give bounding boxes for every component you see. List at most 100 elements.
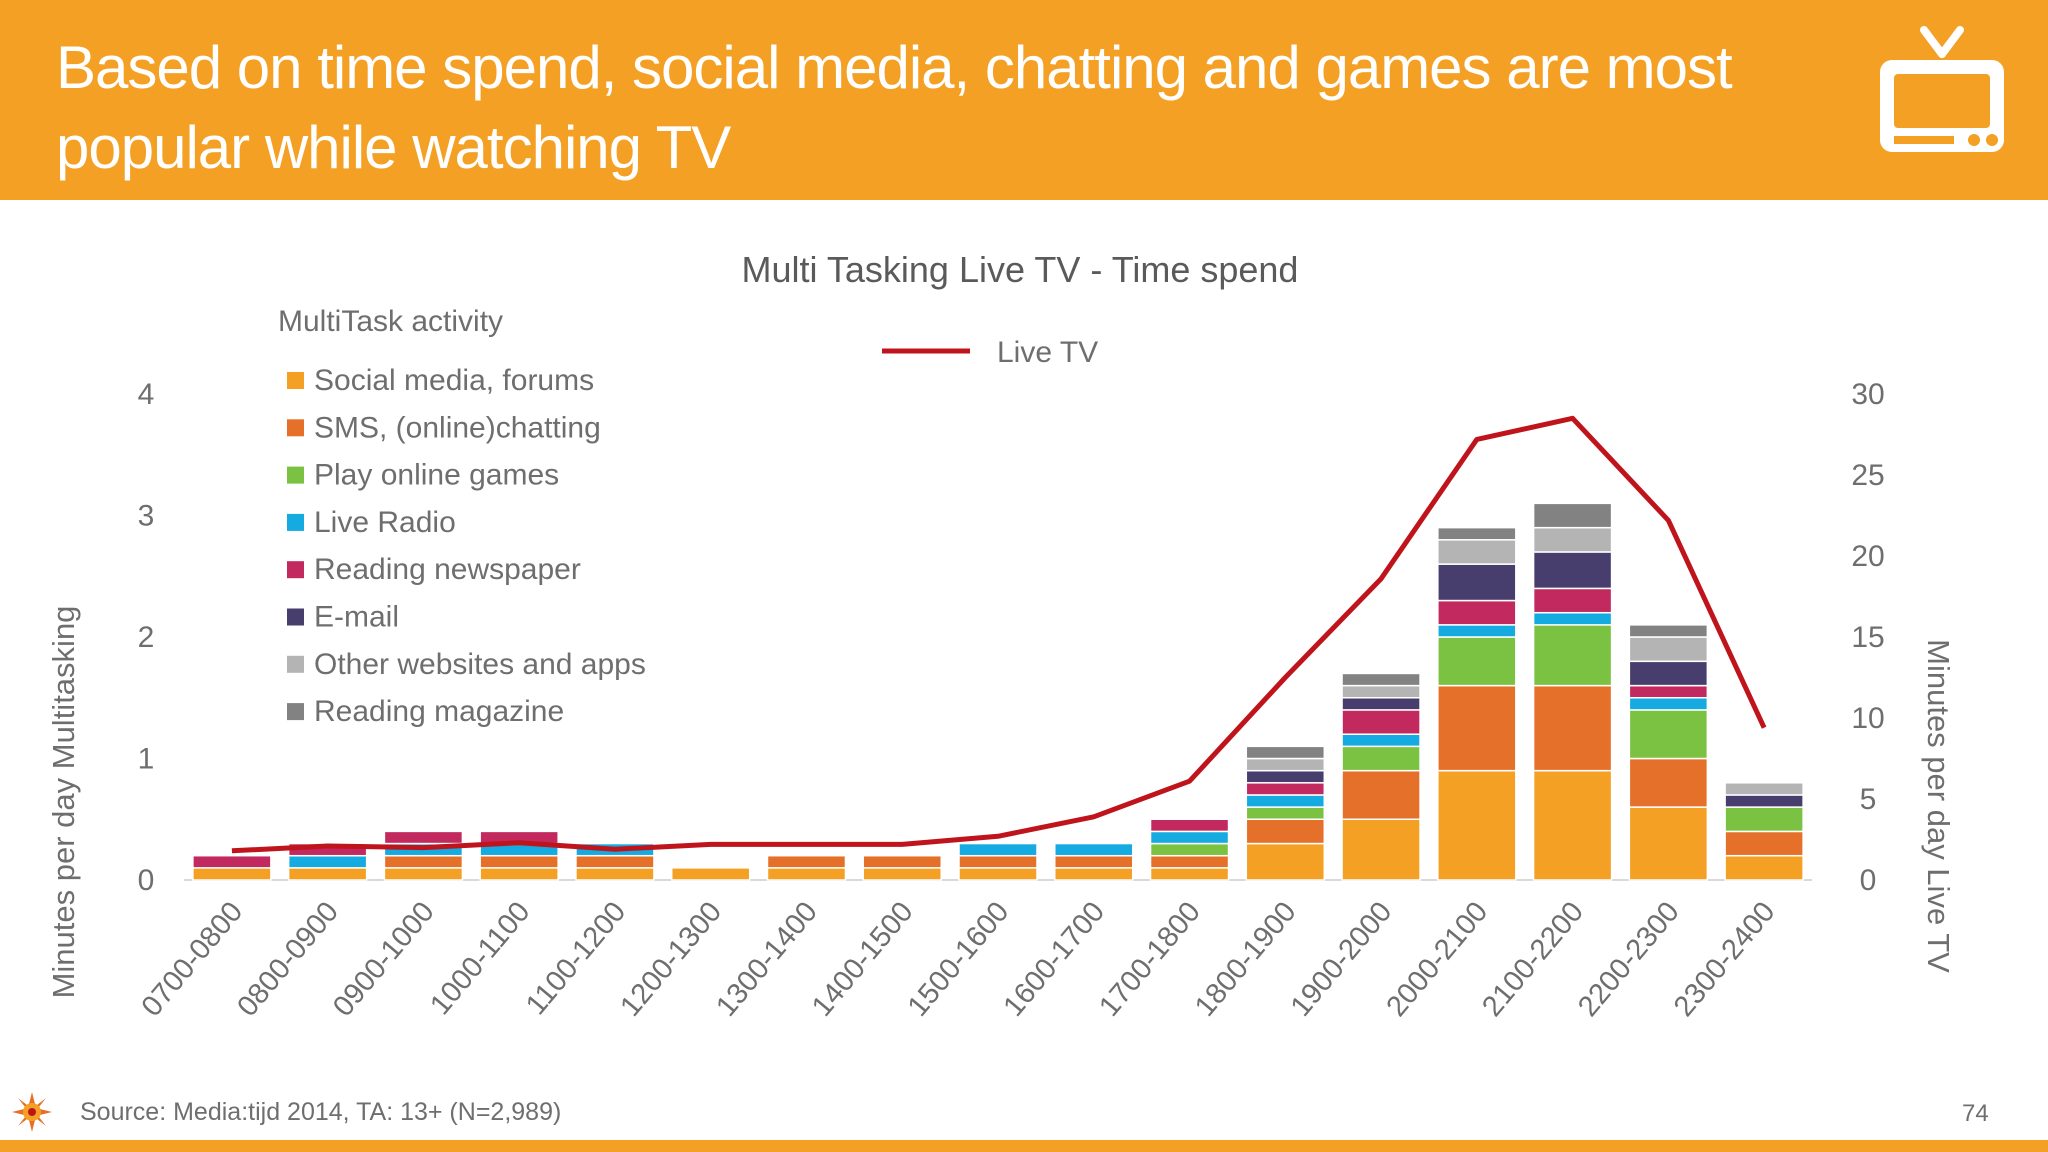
bar-segment	[1149, 842, 1230, 857]
y-tick-label: 0	[138, 864, 155, 897]
x-tick-label: 1000-1100	[424, 896, 536, 1021]
legend-swatch	[287, 561, 304, 579]
chart-title: Multi Tasking Live TV - Time spend	[742, 249, 1299, 290]
legend-title: MultiTask activity	[278, 305, 503, 338]
bar-segment	[1341, 733, 1421, 748]
legend-label: Play online games	[314, 459, 559, 492]
bar-segment	[1245, 806, 1326, 820]
bar-segment	[1149, 830, 1230, 845]
legend-label: Reading magazine	[314, 695, 564, 728]
bar-segment	[1245, 769, 1326, 784]
bar-segment	[383, 854, 464, 869]
bar-segment	[1245, 745, 1326, 760]
legend-swatch	[287, 608, 304, 626]
y-axis-label: Minutes per day Multitasking	[46, 606, 81, 999]
chart: Multi Tasking Live TV - Time spend Multi…	[46, 249, 1956, 1023]
source-note: Source: Media:tijd 2014, TA: 13+ (N=2,98…	[80, 1098, 562, 1126]
legend-swatch	[287, 513, 304, 531]
bar-segment	[862, 867, 942, 881]
bar-segment	[1628, 757, 1709, 808]
legend-label: Other websites and apps	[314, 648, 646, 681]
bar-segment	[1341, 709, 1421, 735]
legend-label: E-mail	[314, 601, 399, 634]
bar-segment	[1628, 636, 1709, 663]
bar-segment	[287, 854, 368, 869]
bar-segment	[1341, 697, 1421, 711]
legend-swatch	[287, 372, 304, 389]
bar-segment	[1724, 830, 1804, 857]
bar-segment	[1628, 806, 1709, 881]
bar-segment	[1245, 757, 1326, 772]
bar-segment	[1437, 636, 1517, 687]
bar-segment	[1149, 867, 1230, 881]
bar-segment	[1149, 854, 1230, 869]
y2-tick-label: 20	[1851, 540, 1884, 573]
bar-segment	[1532, 684, 1613, 772]
bar-segment	[479, 854, 559, 869]
bar-segment	[1437, 563, 1517, 602]
legend-label: SMS, (online)chatting	[314, 411, 601, 444]
bar-segment	[1149, 818, 1230, 833]
bar-segment	[1245, 794, 1326, 808]
bar-segment	[1341, 769, 1421, 821]
legend-swatch	[287, 466, 304, 484]
y-tick-label: 1	[138, 743, 155, 776]
header-bar: Based on time spend, social media, chatt…	[0, 0, 2048, 200]
bar-segment	[1532, 502, 1613, 529]
bar-segment	[1724, 854, 1804, 881]
bar-segment	[1532, 526, 1613, 553]
bar-segment	[383, 830, 464, 845]
bar-segment	[1341, 745, 1421, 772]
bar-segment	[1054, 854, 1134, 869]
live-tv-line	[231, 415, 1767, 854]
bar-segment	[287, 867, 368, 881]
bar-segment	[1628, 684, 1709, 699]
bar-segment	[766, 867, 847, 881]
legend-swatch	[287, 703, 304, 721]
x-tick-label: 2300-2400	[1668, 896, 1782, 1023]
bar-segment	[1054, 867, 1134, 881]
bar-segment	[1437, 539, 1517, 565]
y-tick-label: 4	[138, 378, 155, 411]
legend-label: Reading newspaper	[314, 553, 581, 586]
bar-segment	[1532, 551, 1613, 590]
bar-segment	[1628, 697, 1709, 711]
legend-label: Social media, forums	[314, 364, 594, 397]
bar-segment	[1437, 599, 1517, 626]
bar-segment	[192, 867, 272, 881]
bar-segment	[1628, 660, 1709, 687]
legend-swatch	[287, 419, 304, 437]
bar-segment	[1628, 709, 1709, 760]
bar-segment	[192, 854, 272, 869]
legend-swatch	[287, 655, 304, 673]
y-tick-label: 2	[138, 621, 155, 654]
bar-segment	[1341, 818, 1421, 881]
bar-segment	[862, 854, 942, 869]
bar-segment	[1724, 806, 1804, 833]
bar-segment	[1437, 526, 1517, 541]
y2-tick-label: 10	[1851, 702, 1884, 735]
bar-segment	[670, 867, 751, 881]
bar-segment	[1532, 611, 1613, 626]
bar-segment	[1724, 794, 1804, 808]
y2-tick-label: 0	[1860, 864, 1877, 897]
bar-segment	[766, 854, 847, 869]
page-number: 74	[1962, 1100, 1989, 1127]
y2-axis-label: Minutes per day Live TV	[1921, 639, 1956, 973]
bar-segment	[1341, 672, 1421, 687]
y2-tick-label: 5	[1860, 783, 1877, 816]
legend-line-label: Live TV	[997, 336, 1098, 369]
bar-segment	[1437, 684, 1517, 772]
bar-segment	[1245, 818, 1326, 845]
bar-segment	[479, 867, 559, 881]
bar-segment	[1054, 842, 1134, 857]
y2-tick-label: 15	[1851, 621, 1884, 654]
bar-segment	[1724, 782, 1804, 796]
bar-segment	[958, 867, 1038, 881]
tv-icon	[1880, 26, 2004, 152]
bar-segment	[575, 854, 655, 869]
bar-segment	[383, 867, 464, 881]
y2-tick-label: 25	[1851, 459, 1884, 492]
bar-segment	[1532, 587, 1613, 614]
bar-segment	[958, 842, 1038, 857]
